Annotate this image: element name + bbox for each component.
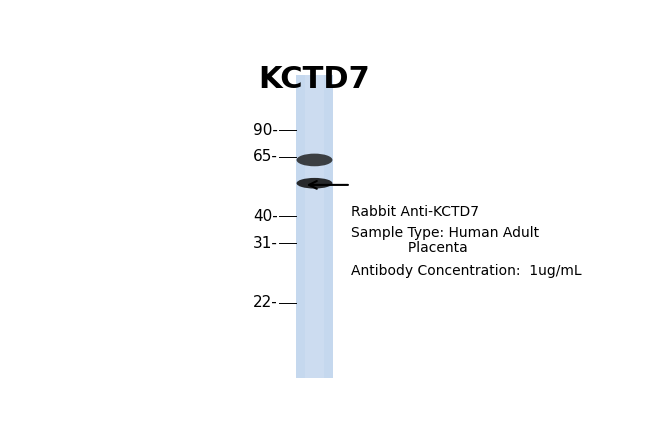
Bar — [296, 75, 333, 378]
Text: 65-: 65- — [253, 149, 278, 164]
Text: Antibody Concentration:  1ug/mL: Antibody Concentration: 1ug/mL — [351, 264, 581, 278]
Text: 90-: 90- — [253, 123, 278, 137]
Text: 40-: 40- — [253, 209, 278, 224]
Text: 31-: 31- — [253, 235, 278, 251]
Text: Rabbit Anti-KCTD7: Rabbit Anti-KCTD7 — [351, 204, 479, 219]
Text: 22-: 22- — [253, 295, 278, 311]
Ellipse shape — [296, 154, 332, 166]
Text: Placenta: Placenta — [351, 241, 467, 255]
Text: KCTD7: KCTD7 — [259, 65, 370, 94]
Ellipse shape — [296, 178, 332, 188]
Text: Sample Type: Human Adult: Sample Type: Human Adult — [351, 226, 539, 240]
Bar — [305, 75, 324, 378]
